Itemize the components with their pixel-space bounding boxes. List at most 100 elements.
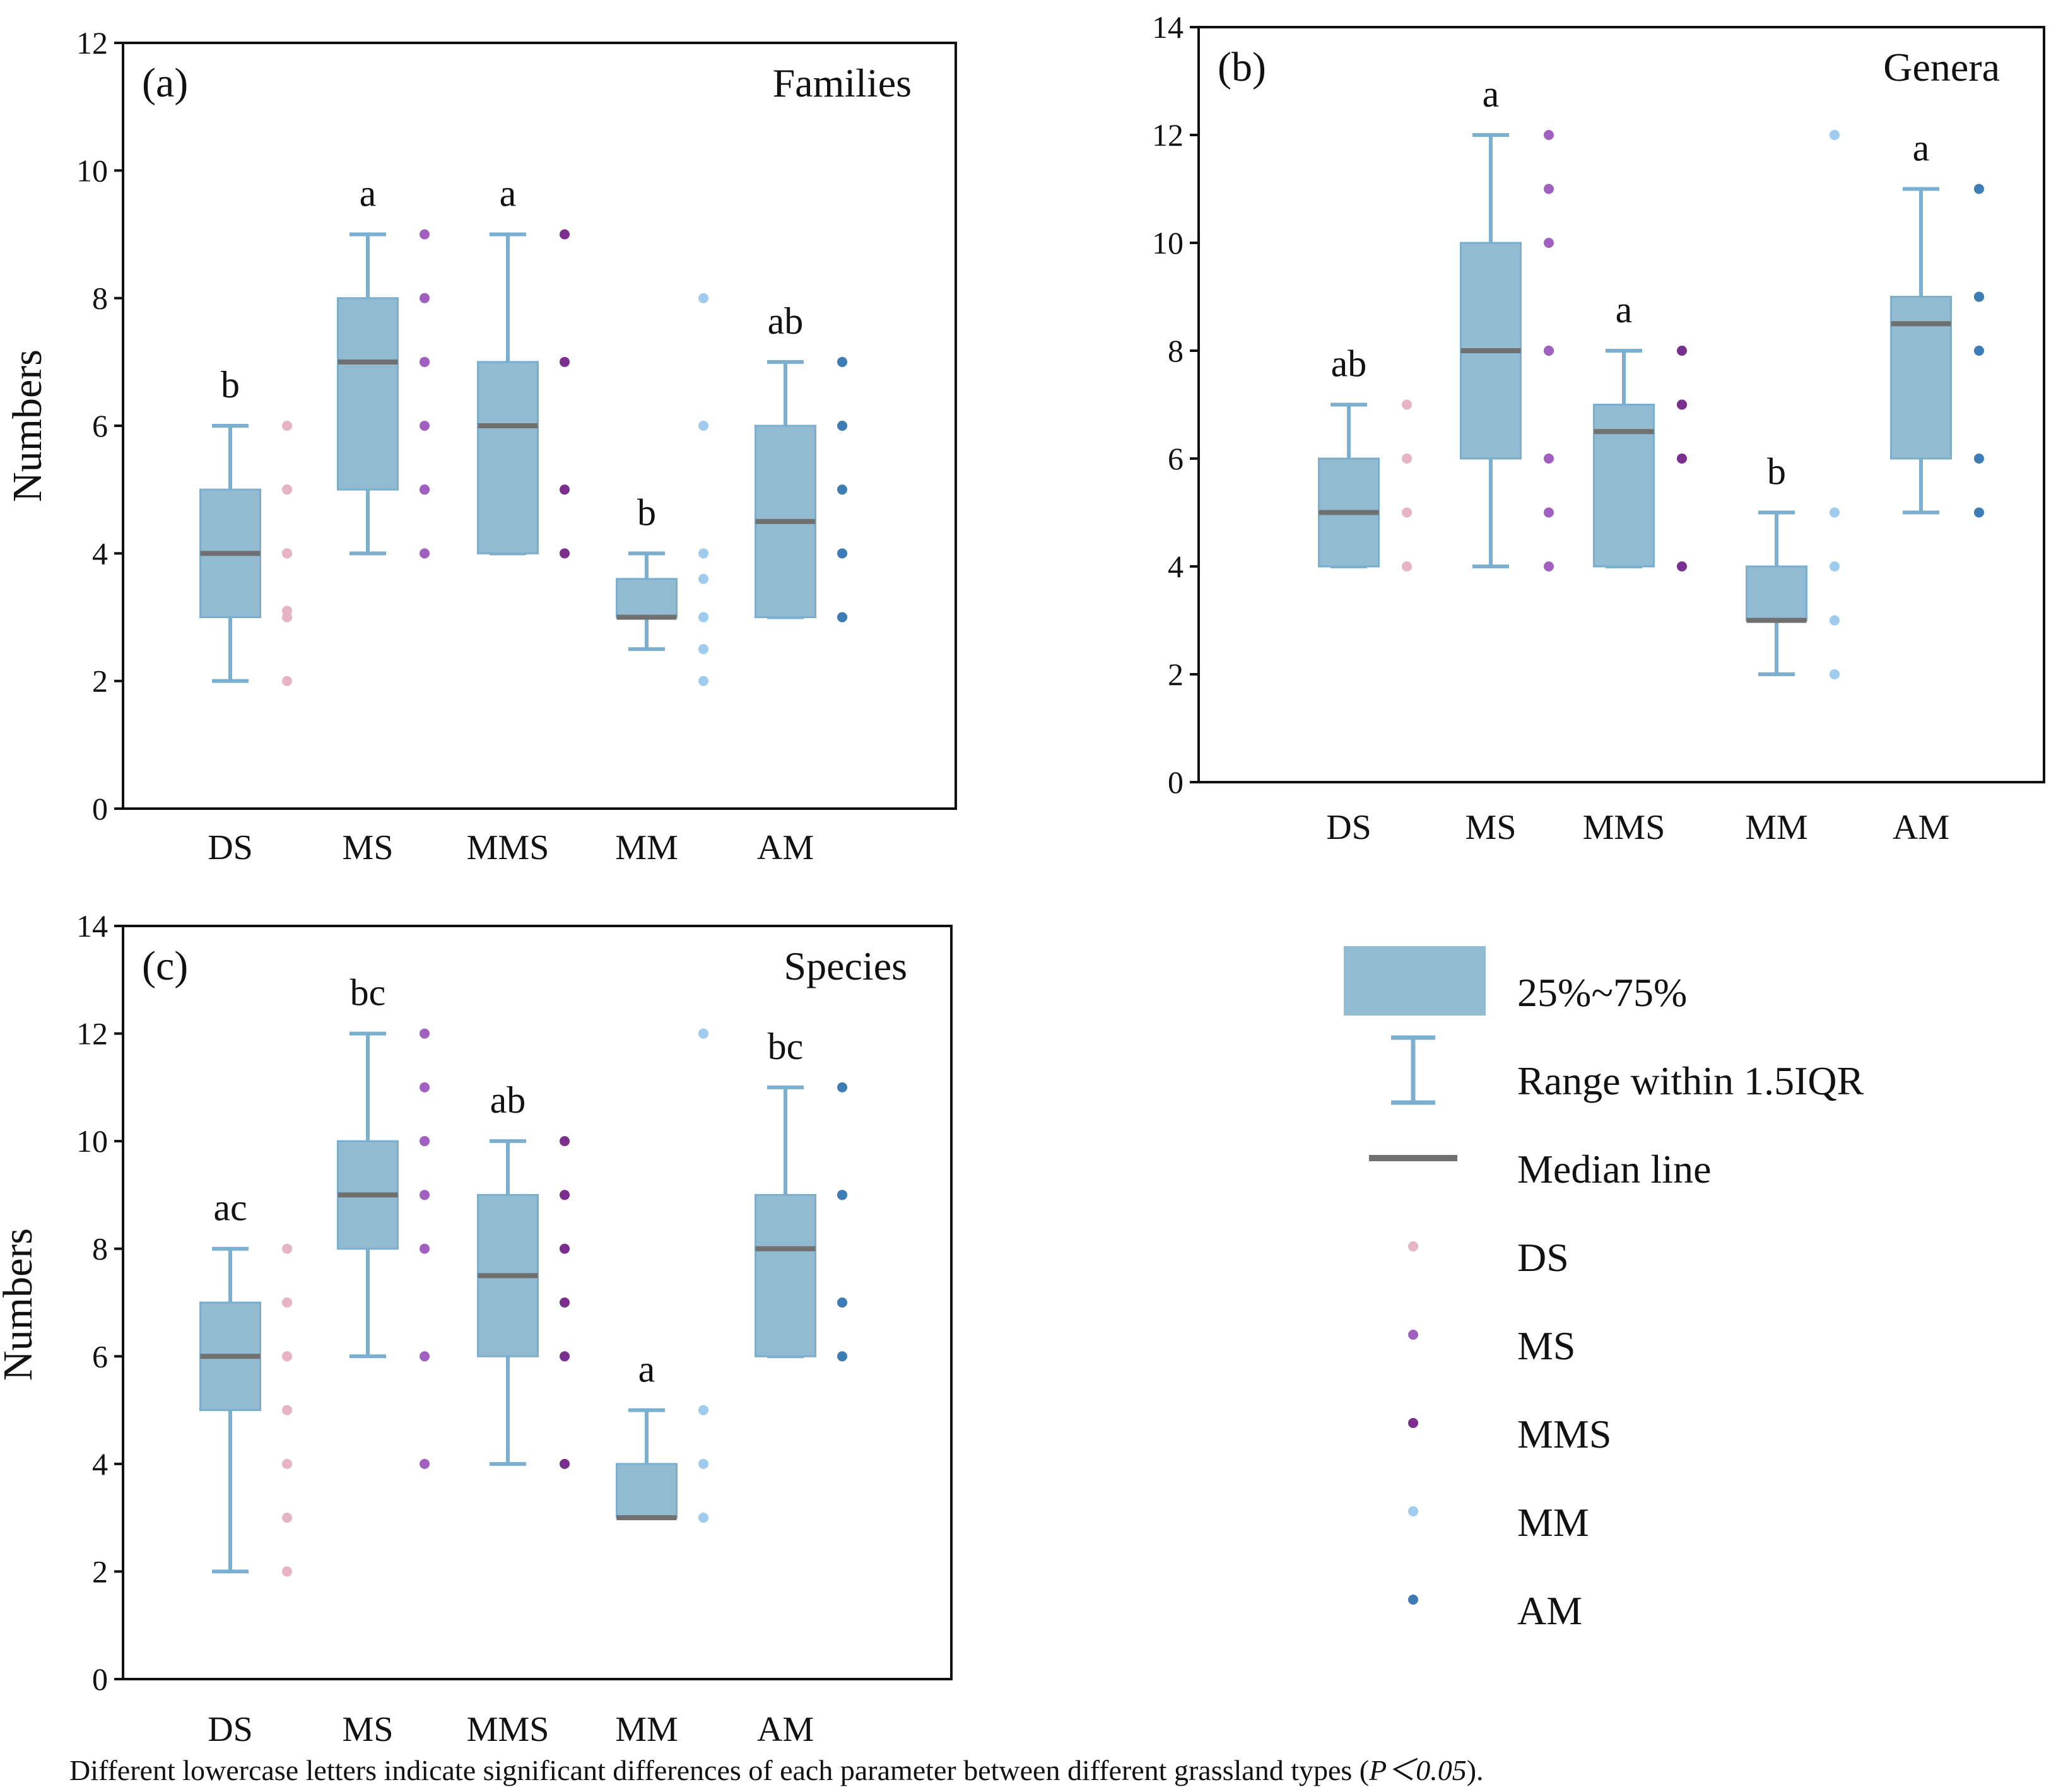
data-point xyxy=(560,1458,570,1469)
category-label: AM xyxy=(757,1710,814,1749)
box-mms: a MMS xyxy=(1583,289,1687,847)
y-tick-label: 2 xyxy=(1168,657,1184,692)
data-point xyxy=(698,421,708,431)
legend-box-label: 25%~75% xyxy=(1517,970,1687,1015)
significance-letter: ab xyxy=(490,1079,526,1121)
plot-frame xyxy=(122,925,953,1680)
panel-families: 0 2 4 6 8 10 12 Numbers (a) Families b DS a MS a MMS b MM… xyxy=(4,25,957,867)
data-point xyxy=(1974,454,1984,464)
data-point xyxy=(1830,130,1840,140)
data-point xyxy=(1974,184,1984,194)
data-point xyxy=(698,293,708,303)
data-point xyxy=(1974,346,1984,356)
data-point xyxy=(698,612,708,623)
box-ds: ab DS xyxy=(1318,343,1412,847)
category-label: DS xyxy=(1326,808,1372,847)
data-point xyxy=(282,1297,292,1308)
y-tick-label: 6 xyxy=(1168,441,1184,476)
data-point xyxy=(837,1297,847,1308)
iqr-box xyxy=(1746,565,1807,621)
data-point xyxy=(1544,454,1554,464)
y-tick-label: 14 xyxy=(76,908,108,944)
data-point xyxy=(420,229,430,240)
iqr-box xyxy=(755,1193,816,1357)
footnote-end: ). xyxy=(1467,1754,1484,1786)
y-tick-label: 14 xyxy=(1152,9,1184,45)
data-point xyxy=(282,1458,292,1469)
plot-frame xyxy=(1197,26,2045,783)
data-point xyxy=(1544,238,1554,248)
y-tick-label: 0 xyxy=(92,1661,108,1697)
iqr-box xyxy=(477,361,539,554)
data-point xyxy=(698,1513,708,1523)
iqr-box xyxy=(337,297,399,491)
data-point xyxy=(560,1243,570,1254)
data-point xyxy=(837,1082,847,1092)
significance-letter: b xyxy=(1767,451,1786,493)
legend-mm-dot xyxy=(1408,1506,1418,1516)
category-label: MMS xyxy=(467,1710,549,1749)
figure-footnote: Different lowercase letters indicate sig… xyxy=(69,1754,1484,1786)
legend-whisker-symbol xyxy=(1391,1035,1435,1105)
iqr-box xyxy=(1593,404,1655,568)
data-point xyxy=(698,1405,708,1415)
y-tick-label: 8 xyxy=(92,281,108,316)
data-point xyxy=(420,1190,430,1200)
data-point xyxy=(282,606,292,616)
data-point xyxy=(420,1458,430,1469)
panel-genera: 0 2 4 6 8 10 12 14 (b) Genera ab DS a MS a MMS b MM a AM xyxy=(1152,9,2045,847)
category-label: AM xyxy=(757,828,814,867)
data-point xyxy=(420,1136,430,1147)
data-point xyxy=(1677,454,1687,464)
legend-mms-label: MMS xyxy=(1517,1412,1611,1456)
y-tick-label: 10 xyxy=(1152,225,1184,261)
significance-letter: a xyxy=(1616,289,1633,331)
data-point xyxy=(1677,399,1687,410)
data-point xyxy=(560,1190,570,1200)
y-tick-label: 0 xyxy=(92,791,108,826)
data-point xyxy=(420,484,430,495)
y-axis-label: Numbers xyxy=(0,1228,41,1381)
legend-ds-dot xyxy=(1408,1241,1418,1251)
data-point xyxy=(837,421,847,431)
data-point xyxy=(420,293,430,303)
significance-letter: ab xyxy=(1331,343,1367,385)
significance-letter: a xyxy=(500,173,517,214)
iqr-box xyxy=(616,578,678,618)
y-tick-label: 0 xyxy=(1168,764,1184,800)
data-point xyxy=(1830,615,1840,626)
y-axis-label: Numbers xyxy=(4,349,50,502)
data-point xyxy=(420,1351,430,1362)
legend-mm-label: MM xyxy=(1517,1500,1589,1545)
iqr-box xyxy=(1890,296,1952,460)
data-point xyxy=(837,484,847,495)
data-point xyxy=(1830,507,1840,518)
panel-title: Species xyxy=(784,944,908,988)
data-point xyxy=(698,548,708,559)
legend-whisker-label: Range within 1.5IQR xyxy=(1517,1058,1864,1103)
data-point xyxy=(1402,561,1412,571)
data-point xyxy=(282,484,292,495)
panel-label: (a) xyxy=(142,60,188,106)
y-tick-label: 8 xyxy=(1168,333,1184,368)
data-point xyxy=(282,1513,292,1523)
box-ds: ac DS xyxy=(199,1187,292,1749)
footnote-p-value: P＜0.05 xyxy=(1368,1754,1467,1786)
data-point xyxy=(560,1136,570,1147)
data-point xyxy=(282,1351,292,1362)
category-label: MMS xyxy=(467,828,549,867)
significance-letter: a xyxy=(638,1349,655,1390)
category-label: MS xyxy=(343,828,394,867)
data-point xyxy=(1974,507,1984,518)
data-point xyxy=(282,421,292,431)
box-mm: a MM xyxy=(615,1028,708,1749)
data-point xyxy=(560,229,570,240)
data-point xyxy=(560,548,570,559)
footnote-main: Different lowercase letters indicate sig… xyxy=(69,1754,1369,1786)
category-label: MMS xyxy=(1583,808,1665,847)
data-point xyxy=(420,356,430,367)
data-point xyxy=(560,1297,570,1308)
significance-letter: bc xyxy=(768,1026,804,1067)
data-point xyxy=(420,1082,430,1092)
